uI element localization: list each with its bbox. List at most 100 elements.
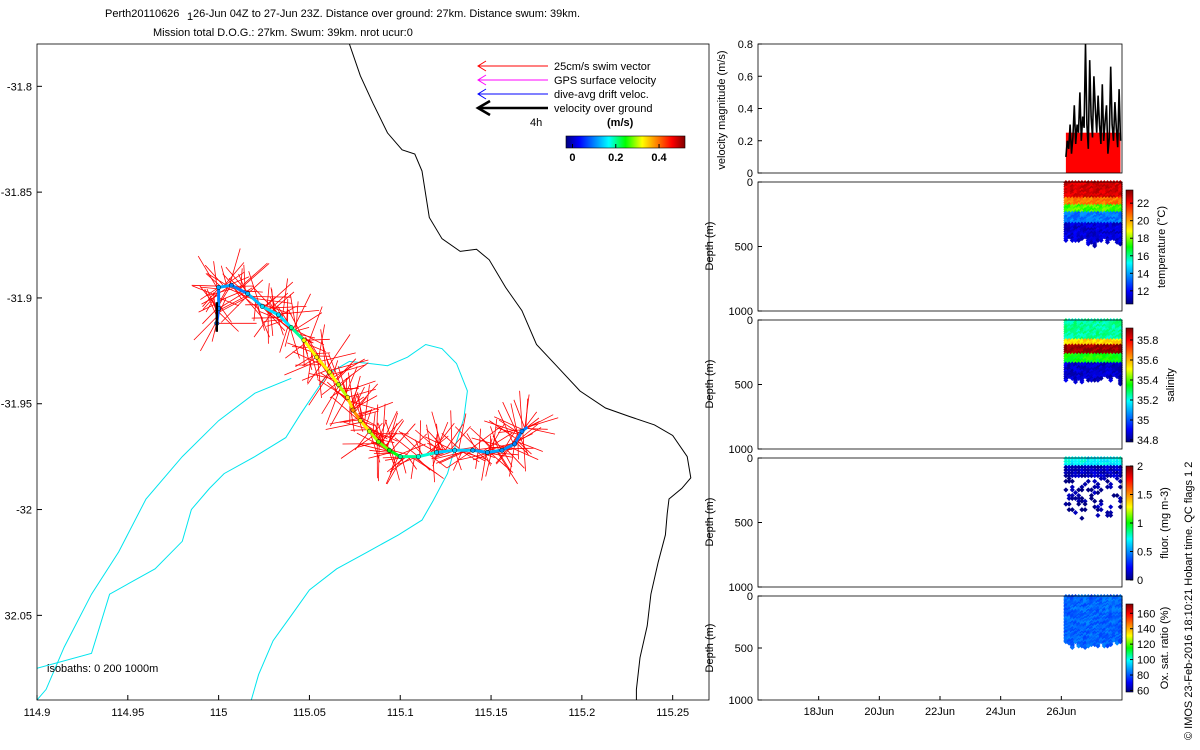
temperature-colorbar	[1125, 189, 1134, 305]
profile-sample	[1104, 470, 1111, 476]
profile-sample	[1072, 379, 1079, 385]
profile-sample	[1108, 458, 1114, 465]
salinity-colorbar-label: salinity	[1165, 368, 1177, 402]
swim-vector	[284, 360, 320, 376]
profile-sample	[1104, 467, 1111, 473]
swim-vector	[318, 371, 330, 385]
profile-sample	[1079, 461, 1085, 467]
swim-vector	[221, 294, 249, 323]
profile-sample	[1066, 470, 1072, 476]
depth-y-tick-label: 500	[735, 643, 753, 655]
profile-sample	[1104, 510, 1111, 516]
profile-sample	[1085, 461, 1091, 467]
legend-scale-label: 4h	[530, 117, 542, 129]
depth-y-tick-label: 500	[735, 518, 753, 530]
profile-sample	[1092, 484, 1098, 490]
oxygen-panel: 0 500 1000 Depth (m) 60 80 100 120 140 160 Ox. …	[704, 591, 1171, 718]
surfacing-point	[345, 394, 351, 400]
swim-vector	[516, 440, 543, 452]
profile-sample	[1117, 467, 1123, 473]
swim-vector	[252, 286, 279, 316]
swim-vector	[192, 285, 219, 297]
profile-sample	[1117, 478, 1123, 484]
profile-sample	[1076, 456, 1082, 462]
profile-sample	[1076, 470, 1082, 476]
colorbar-tick-label: 1.5	[1137, 490, 1152, 502]
swim-vector	[200, 320, 218, 352]
velocity-y-tick-label: 0.4	[738, 104, 753, 116]
profile-sample	[1114, 458, 1120, 465]
profile-sample	[1088, 492, 1095, 499]
swim-vectors	[191, 248, 559, 485]
salinity-panel: 0 500 1000 Depth (m) 34.8 35 35.2 35.4 35.6 35.…	[704, 315, 1177, 456]
surfacing-point	[336, 382, 341, 388]
swim-vector	[308, 372, 331, 406]
profile-sample	[1076, 461, 1082, 467]
profile-sample	[1063, 487, 1069, 493]
profile-sample	[1092, 498, 1098, 504]
swim-vector	[329, 388, 342, 399]
profile-sample	[1066, 475, 1072, 482]
surfacing-point	[245, 291, 251, 297]
profile-sample	[1069, 478, 1075, 484]
profile-sample	[1063, 458, 1069, 465]
swim-vector	[286, 298, 289, 324]
swim-vector	[218, 297, 239, 307]
surfacing-point	[386, 447, 392, 453]
speed-colorbar-ticks: 0 0.2 0.4	[569, 144, 668, 164]
profile-sample	[1111, 461, 1117, 467]
swim-vector	[415, 429, 441, 453]
swim-vector	[207, 273, 228, 287]
surfacing-point	[484, 449, 490, 455]
profile-sample	[1104, 484, 1111, 490]
swim-vector	[197, 255, 219, 291]
depth-y-tick-label: 1000	[729, 695, 753, 707]
profile-sample	[1104, 239, 1111, 245]
swim-vector	[201, 294, 219, 305]
profile-sample	[1069, 495, 1075, 501]
time-x-tick-label: 20Jun	[864, 706, 894, 718]
profile-sample	[1063, 237, 1069, 243]
fluorescence-y-axis: 0 500 1000	[729, 453, 762, 594]
profile-sample	[1117, 470, 1123, 476]
colorbar-tick-label: 20	[1137, 216, 1149, 228]
profile-sample	[1108, 484, 1114, 490]
profile-sample	[1082, 461, 1088, 467]
profile-sample	[1114, 492, 1120, 499]
swim-vector	[284, 326, 291, 347]
profile-sample	[1082, 458, 1088, 465]
swim-vector	[517, 438, 519, 460]
profile-sample	[1108, 481, 1114, 487]
profile-sample	[1111, 492, 1117, 499]
swim-vector	[253, 311, 274, 338]
speed-colorbar-gradient	[565, 135, 686, 149]
colorbar-tick-label: 16	[1137, 251, 1149, 263]
glider-track	[214, 282, 529, 460]
depth-y-tick-label: 0	[747, 453, 753, 465]
colorbar-tick-label: 100	[1137, 655, 1155, 667]
swim-vector	[247, 279, 264, 294]
profile-sample	[1098, 464, 1104, 470]
profile-sample	[1098, 467, 1104, 473]
profile-sample	[1088, 458, 1095, 465]
profile-sample	[1079, 379, 1085, 385]
map-x-tick-label: 115.05	[293, 707, 326, 719]
profile-sample	[1063, 461, 1069, 467]
colorbar-tick-label: 35.4	[1137, 375, 1158, 387]
swim-vector	[279, 324, 289, 353]
profile-sample	[1082, 456, 1088, 462]
swim-vector	[343, 380, 376, 393]
velocity-magnitude-plot-area	[1065, 43, 1122, 173]
profile-sample	[1072, 461, 1079, 467]
swim-vector	[325, 387, 341, 425]
profile-sample	[1066, 467, 1072, 473]
swim-vector	[259, 311, 286, 323]
fluorescence-colorbar-label: fluor. (mg m-3)	[1159, 487, 1171, 559]
swim-vector	[329, 418, 359, 425]
temperature-colorbar-label: temperature (°C)	[1156, 206, 1168, 288]
map-x-tick-label: 114.95	[111, 707, 144, 719]
profile-sample	[1082, 470, 1088, 476]
map-x-tick-label: 115	[210, 707, 228, 719]
velocity-magnitude-y-axis: 0 0.2 0.4 0.6 0.8	[738, 39, 762, 180]
swim-vector	[376, 404, 379, 440]
